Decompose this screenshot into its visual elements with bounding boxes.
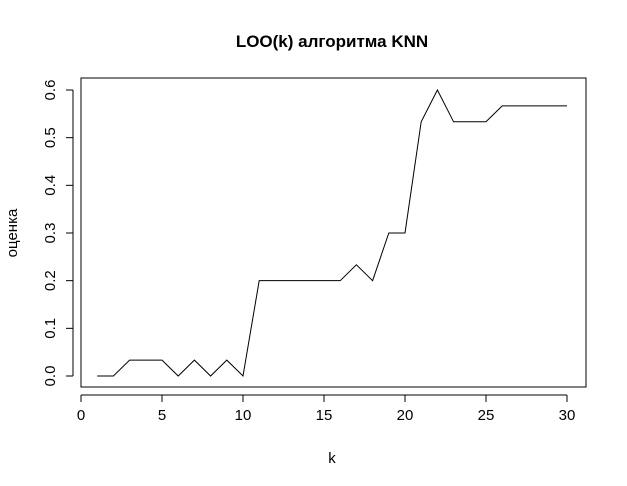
- x-tick-label: 25: [478, 407, 495, 424]
- x-tick-label: 20: [397, 407, 414, 424]
- plot-box: [80, 77, 587, 388]
- y-tick-label: 0.5: [42, 127, 59, 148]
- y-axis: 0.0 0.1 0.2 0.3 0.4 0.5 0.6: [42, 80, 74, 387]
- x-tick-label: 0: [77, 407, 85, 424]
- x-tick-label: 30: [559, 407, 576, 424]
- y-tick-label: 0.4: [42, 175, 59, 196]
- y-tick-label: 0.0: [42, 366, 59, 387]
- series-layer: [97, 88, 567, 378]
- y-tick-label: 0.1: [42, 318, 59, 339]
- x-axis-label: k: [328, 450, 336, 467]
- y-tick-label: 0.2: [42, 270, 59, 291]
- x-tick-label: 15: [316, 407, 333, 424]
- y-tick-label: 0.6: [42, 80, 59, 101]
- y-tick-label: 0.3: [42, 223, 59, 244]
- x-tick-label: 10: [235, 407, 252, 424]
- series-line: [97, 88, 567, 378]
- chart-title: LOO(k) алгоритма KNN: [236, 32, 428, 51]
- x-tick-label: 5: [158, 407, 166, 424]
- y-axis-label: оценка: [4, 208, 21, 257]
- x-axis: 0 5 10 15 20 25 30: [77, 394, 576, 424]
